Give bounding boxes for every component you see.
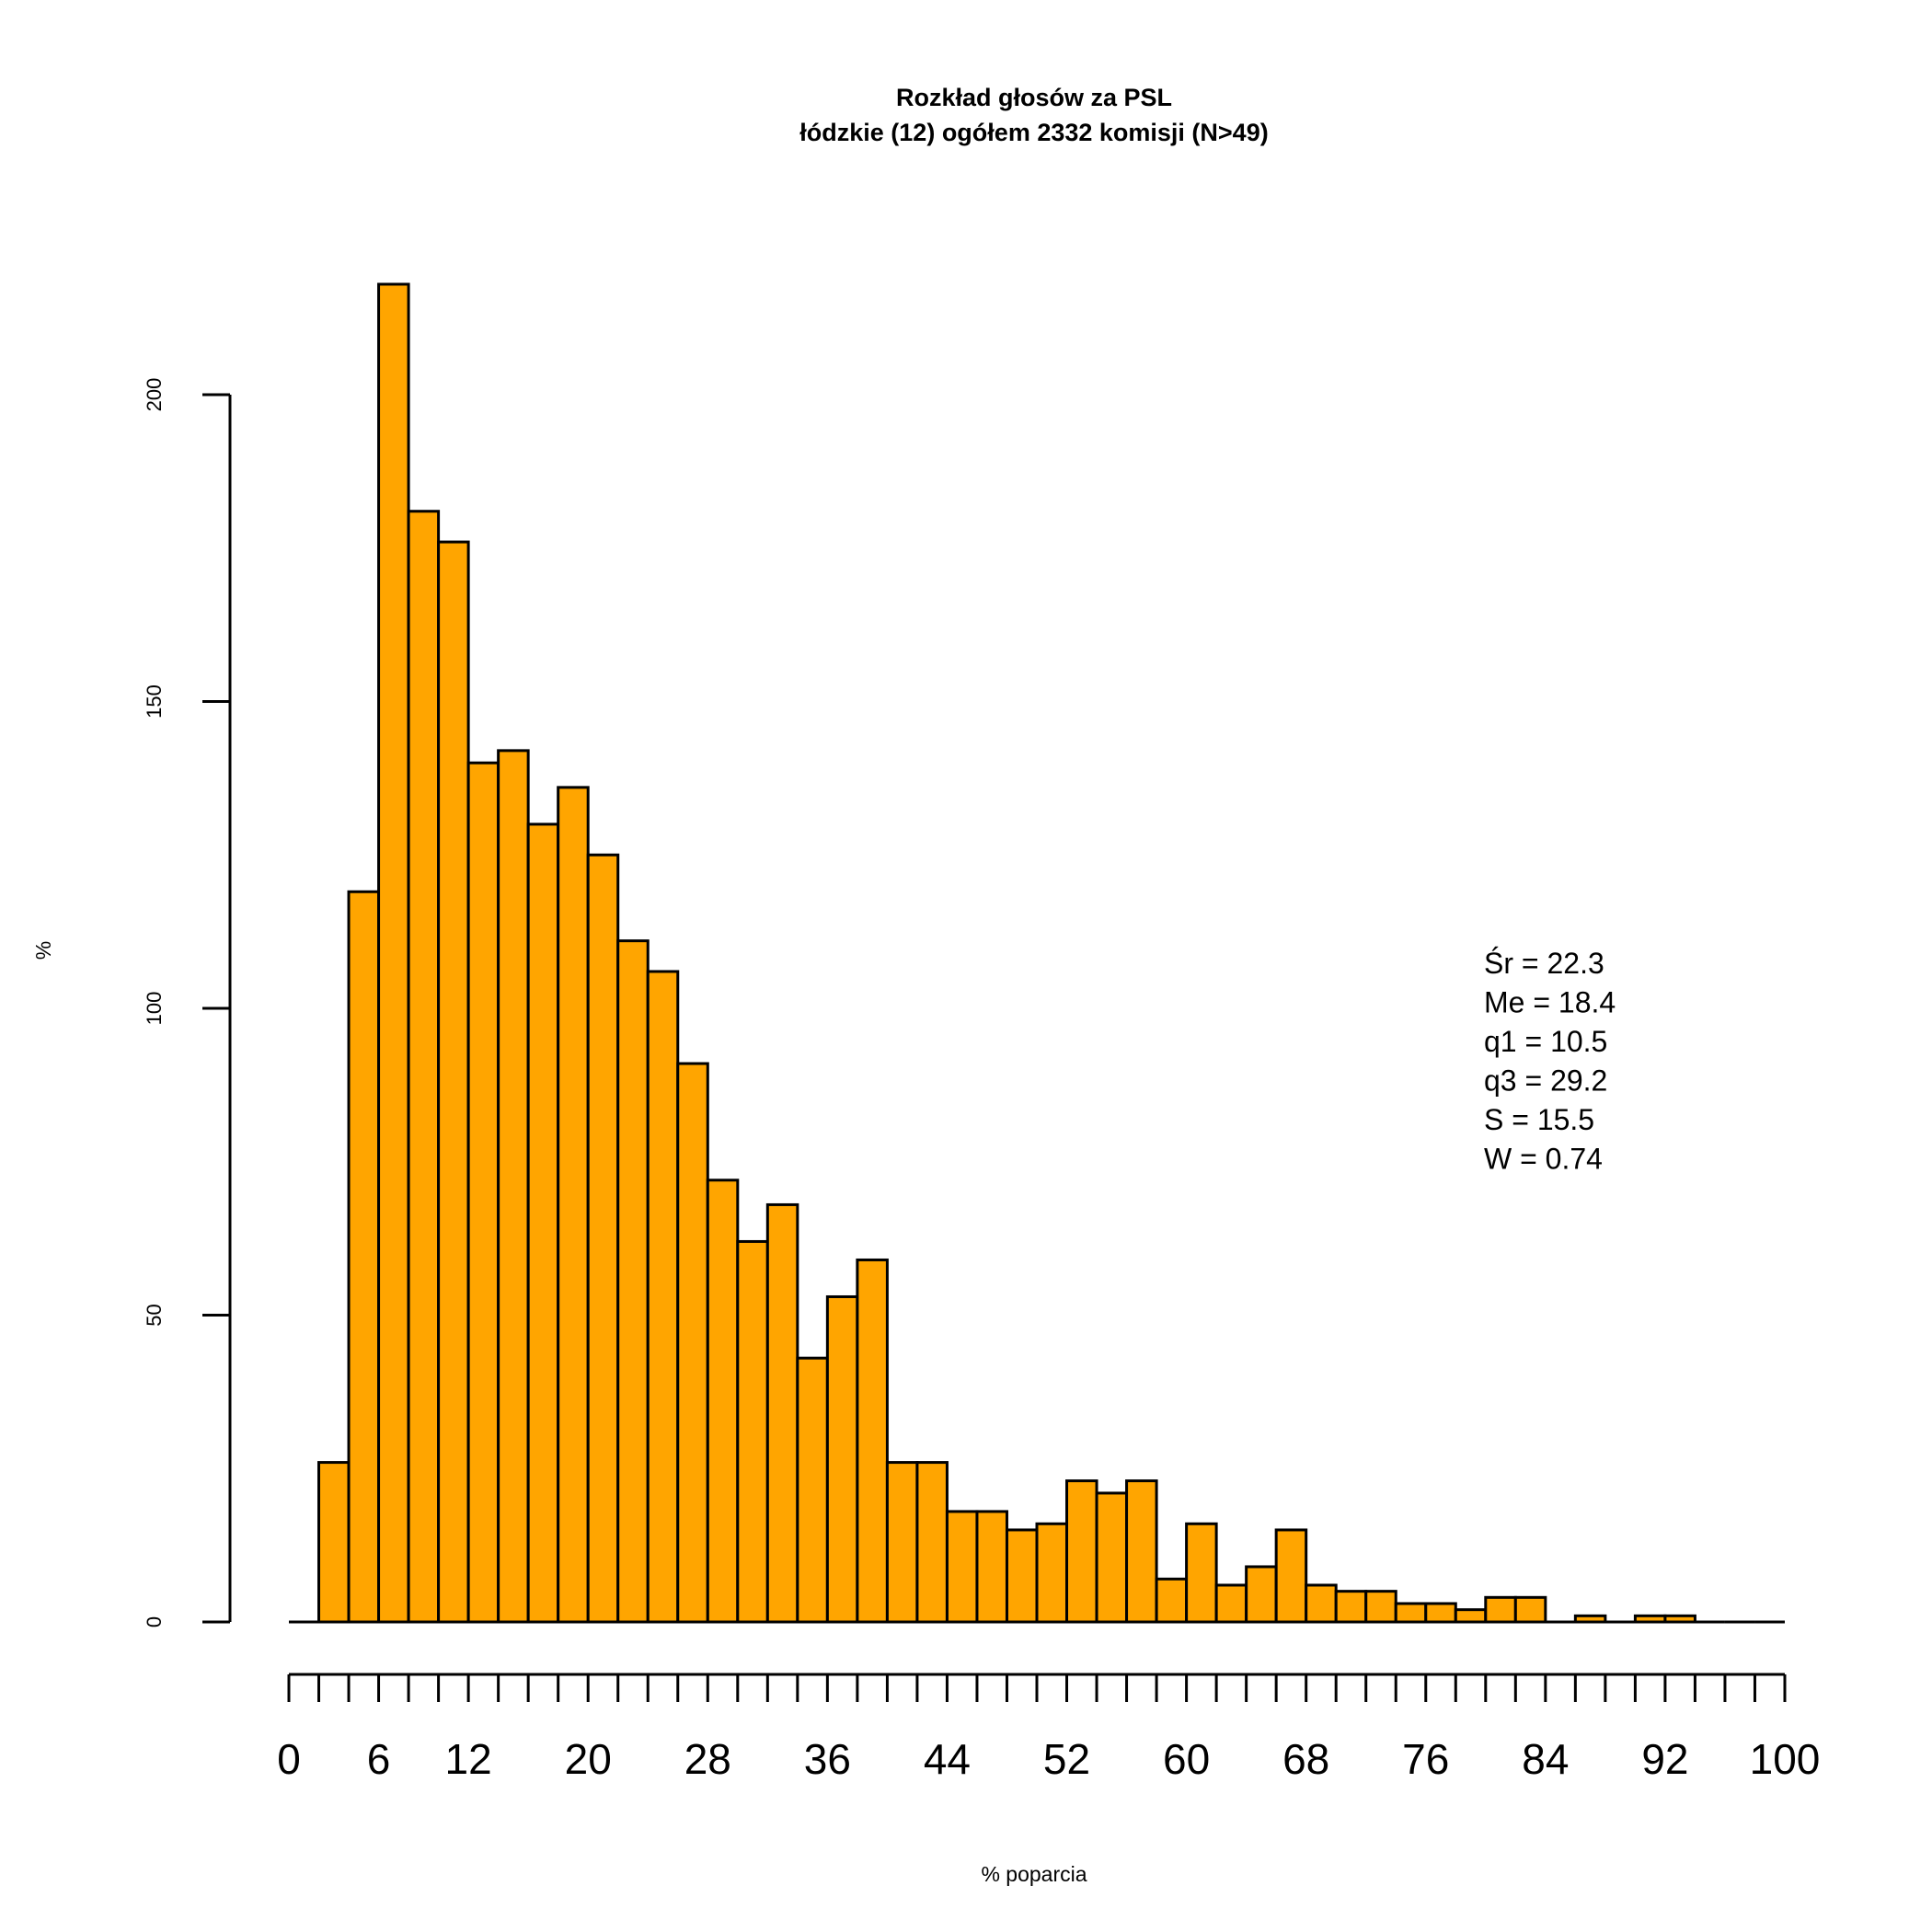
x-tick-label: 28 <box>684 1735 731 1783</box>
x-tick-label: 52 <box>1043 1735 1090 1783</box>
histogram-bar <box>1274 1528 1308 1624</box>
stat-line: S = 15.5 <box>1484 1103 1594 1136</box>
histogram-bar <box>796 1356 829 1624</box>
histogram-bar <box>825 1294 859 1624</box>
histogram-bar <box>317 1461 351 1624</box>
x-tick-label: 100 <box>1750 1735 1821 1783</box>
histogram-bar <box>526 822 560 1624</box>
histogram-bar <box>1633 1614 1667 1624</box>
histogram-bar <box>676 1062 709 1624</box>
histogram-bar <box>1663 1614 1696 1624</box>
stats-annotation: Śr = 22.3 Me = 18.4 q1 = 10.5 q3 = 29.2 S = … <box>1484 947 1616 1176</box>
histogram-bar <box>1573 1614 1607 1624</box>
y-tick-label: 100 <box>143 992 166 1026</box>
histogram-bar <box>586 853 620 1624</box>
histogram-bar <box>1305 1583 1338 1624</box>
x-tick-label: 76 <box>1402 1735 1449 1783</box>
histogram-bar <box>885 1461 919 1624</box>
histogram-bar <box>1035 1522 1069 1624</box>
histogram-bar <box>1125 1479 1158 1624</box>
stat-line: q3 = 29.2 <box>1484 1064 1607 1098</box>
x-tick-label: 0 <box>277 1735 301 1783</box>
x-tick-label: 92 <box>1641 1735 1688 1783</box>
stat-line: q1 = 10.5 <box>1484 1025 1607 1058</box>
histogram-bar <box>1484 1595 1517 1624</box>
histogram-bar <box>347 890 381 1624</box>
histogram-bar <box>1095 1491 1129 1624</box>
x-tick-label: 20 <box>565 1735 612 1783</box>
histogram-bar <box>1454 1608 1488 1624</box>
histogram-bar <box>975 1510 1008 1624</box>
histogram-bar <box>466 761 500 1624</box>
histogram-bar <box>1394 1602 1428 1624</box>
y-axis-label: % <box>31 941 55 960</box>
stat-line: Śr = 22.3 <box>1484 947 1604 980</box>
x-tick-label: 6 <box>367 1735 391 1783</box>
chart-subtitle: łódzkie (12) ogółem 2332 komisji (N>49) <box>799 119 1268 146</box>
y-axis: 0 50 100 150 200 <box>143 378 232 1627</box>
histogram-bar <box>1005 1528 1039 1624</box>
y-tick-label: 50 <box>143 1304 166 1326</box>
histogram-bar <box>945 1510 979 1624</box>
histogram-bar <box>765 1202 799 1624</box>
x-tick-label: 12 <box>445 1735 492 1783</box>
histogram-bar <box>706 1179 740 1624</box>
histogram-bar <box>407 510 441 1624</box>
x-tick-label: 60 <box>1163 1735 1210 1783</box>
histogram-bar <box>856 1258 889 1624</box>
stat-line: Me = 18.4 <box>1484 986 1616 1019</box>
histogram-bar <box>616 939 650 1624</box>
histogram-bar <box>736 1239 769 1624</box>
histogram-bar <box>497 749 530 1624</box>
x-axis: 0 6 12 20 28 36 44 52 60 68 76 84 92 100 <box>277 1673 1821 1783</box>
histogram-bar <box>1334 1590 1368 1624</box>
histogram-bar <box>1364 1590 1397 1624</box>
x-tick-label: 44 <box>924 1735 971 1783</box>
x-tick-label: 84 <box>1522 1735 1569 1783</box>
histogram-bar <box>915 1461 949 1624</box>
histogram-bar <box>1513 1595 1547 1624</box>
histogram-bar <box>1245 1565 1278 1624</box>
chart-title: Rozkład głosów za PSL <box>896 84 1172 111</box>
bars-group <box>289 282 1785 1624</box>
histogram-bar <box>646 970 680 1624</box>
y-tick-label: 150 <box>143 684 166 719</box>
x-tick-label: 36 <box>804 1735 851 1783</box>
y-tick-label: 0 <box>143 1616 166 1627</box>
stat-line: W = 0.74 <box>1484 1143 1603 1176</box>
histogram-bar <box>557 786 590 1624</box>
histogram-bar <box>437 540 470 1624</box>
histogram-bar <box>1424 1602 1457 1624</box>
histogram-bar <box>1065 1479 1098 1624</box>
histogram-bar <box>377 282 410 1624</box>
histogram-bar <box>1214 1583 1248 1624</box>
x-tick-label: 68 <box>1282 1735 1329 1783</box>
x-axis-label: % poparcia <box>981 1862 1087 1886</box>
histogram-bar <box>1185 1522 1218 1624</box>
histogram-bar <box>1155 1577 1189 1624</box>
y-tick-label: 200 <box>143 378 166 412</box>
